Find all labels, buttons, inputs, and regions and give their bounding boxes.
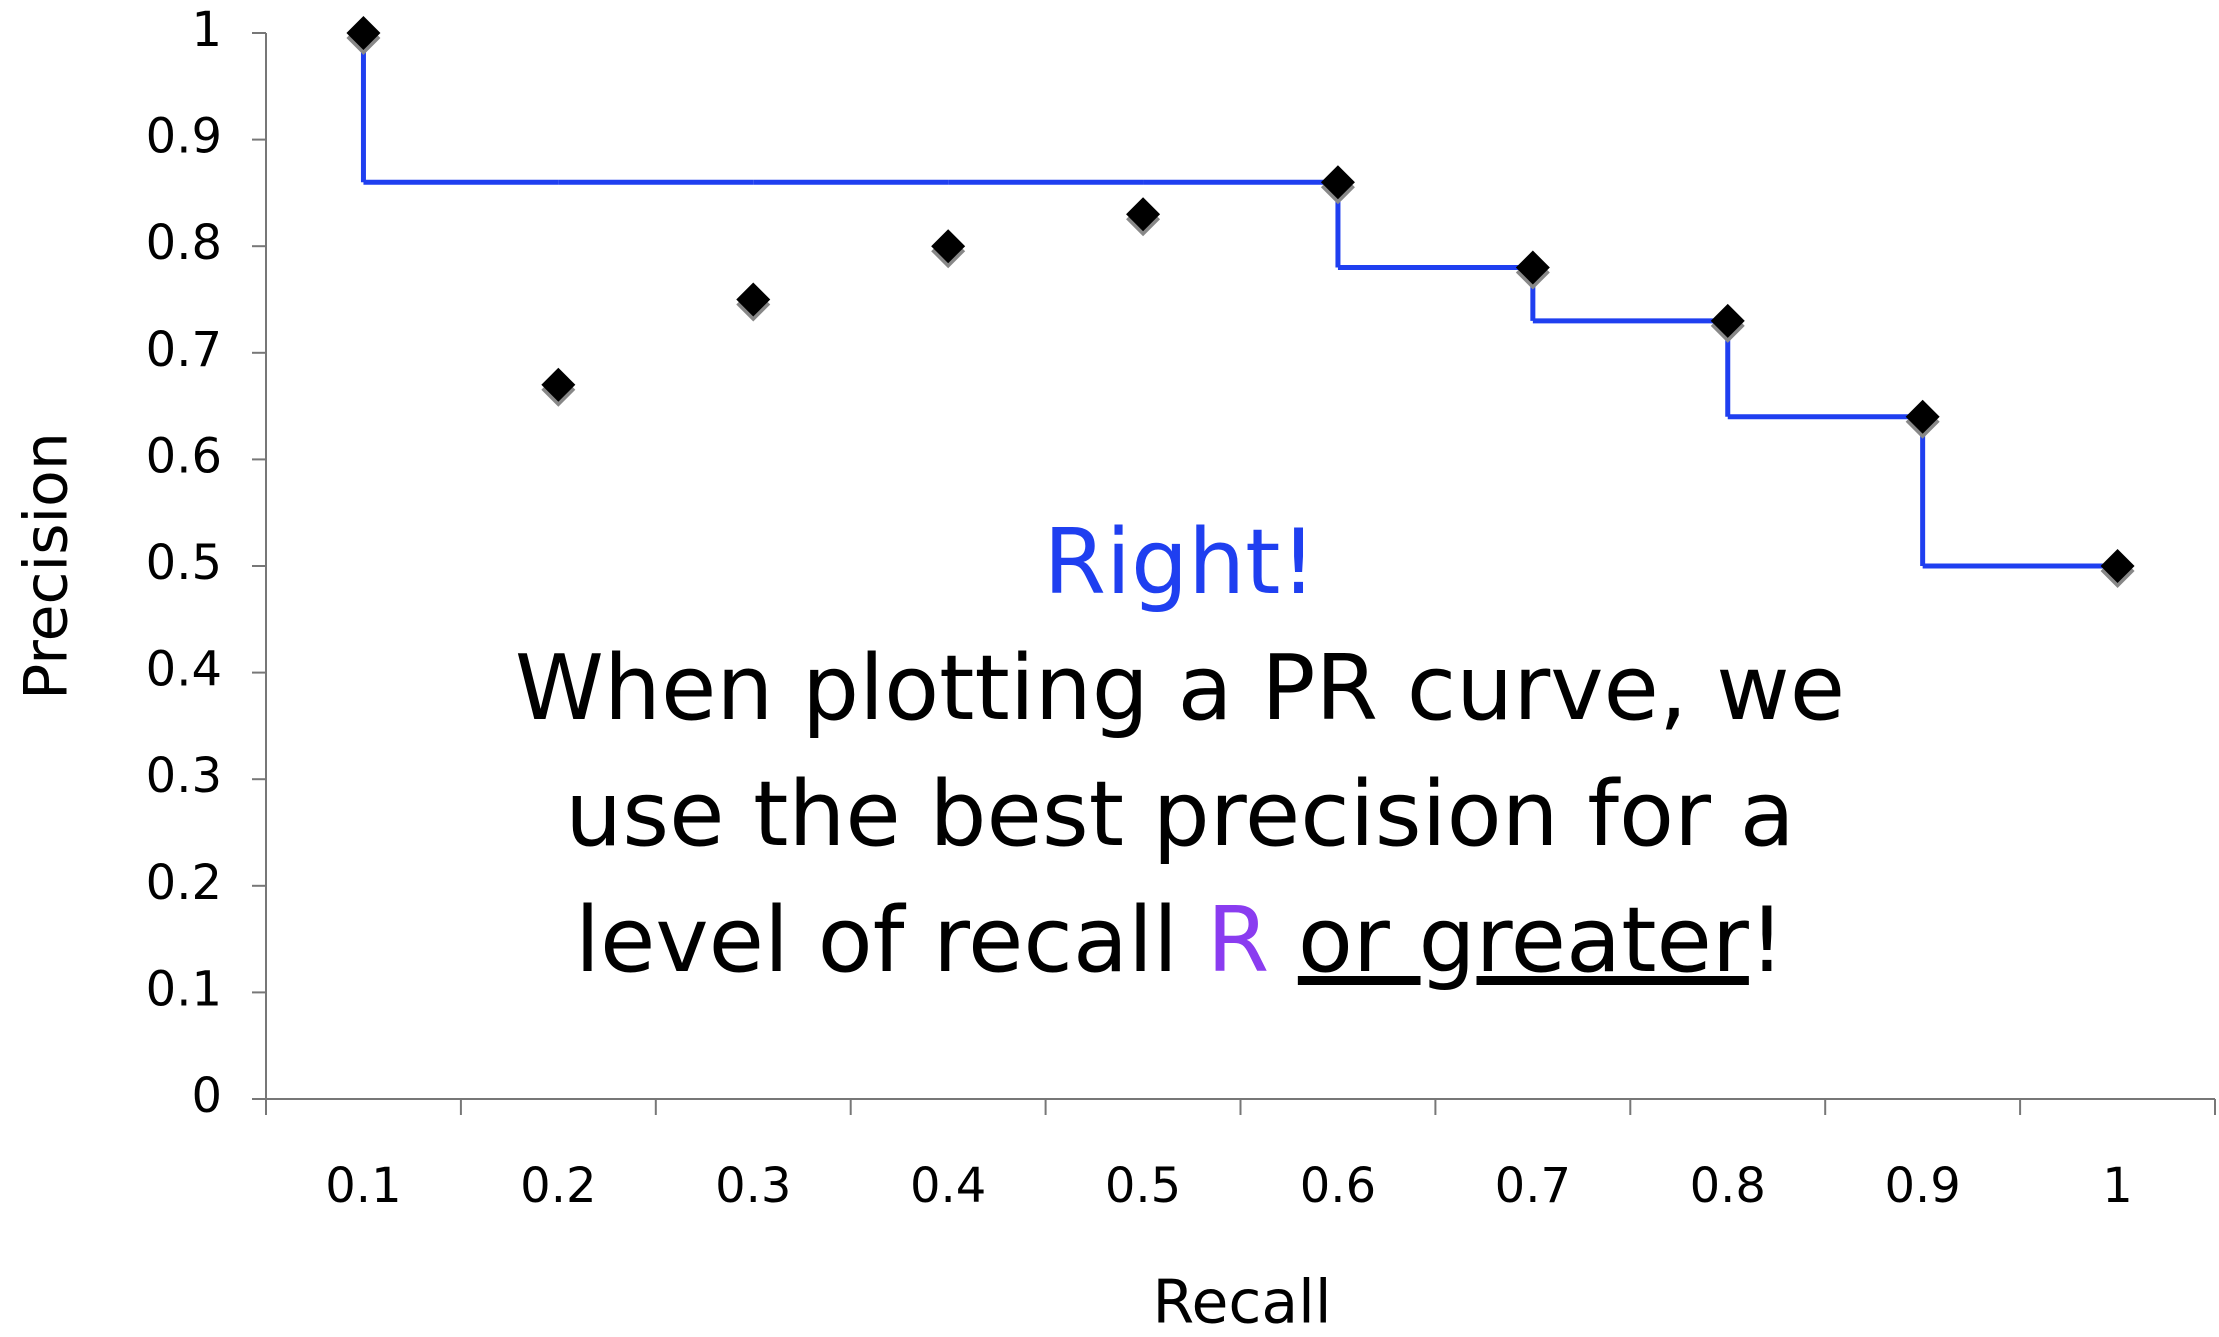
x-tick-label: 0.9	[1884, 1158, 1960, 1214]
y-axis-title: Precision	[12, 432, 82, 700]
annotation-text: level of recall	[575, 888, 1179, 993]
y-tick-label: 0.1	[146, 961, 222, 1017]
marker	[2100, 549, 2135, 583]
marker	[1710, 303, 1745, 338]
x-tick-label: 0.1	[325, 1158, 401, 1214]
annotation-line: level of recall R or greater!	[380, 878, 1980, 1004]
x-tick-label: 0.2	[520, 1158, 596, 1214]
x-tick-label: 0.3	[715, 1158, 791, 1214]
x-tick-label: 0.7	[1495, 1158, 1571, 1214]
y-tick-label: 0.6	[146, 428, 222, 484]
marker	[346, 16, 381, 50]
marker	[1905, 399, 1940, 434]
annotation: Right! When plotting a PR curve, we use …	[380, 500, 1980, 1004]
y-tick-label: 0.9	[146, 109, 222, 165]
y-tick-label: 0.5	[146, 535, 222, 591]
x-tick-label: 0.4	[910, 1158, 986, 1214]
y-tick-label: 0.3	[146, 748, 222, 804]
x-tick-label: 0.8	[1690, 1158, 1766, 1214]
y-tick-label: 1	[191, 2, 222, 58]
y-tick-label: 0.4	[146, 642, 222, 698]
marker	[1126, 197, 1161, 232]
x-tick-label: 0.6	[1300, 1158, 1376, 1214]
marker	[1515, 250, 1550, 285]
y-tick-label: 0.2	[146, 855, 222, 911]
x-tick-label: 1	[2102, 1158, 2133, 1214]
y-tick-label: 0.7	[146, 322, 222, 378]
marker	[736, 282, 771, 317]
marker	[931, 229, 966, 264]
marker	[541, 367, 576, 402]
annotation-headline: Right!	[1043, 510, 1317, 615]
annotation-highlight: R	[1206, 888, 1270, 993]
annotation-text: !	[1748, 888, 1785, 993]
annotation-line: When plotting a PR curve, we	[514, 636, 1846, 741]
annotation-underlined: or greater	[1297, 888, 1749, 993]
y-tick-label: 0	[191, 1068, 222, 1124]
x-tick-label: 0.5	[1105, 1158, 1181, 1214]
annotation-line: use the best precision for a	[565, 762, 1795, 867]
y-tick-label: 0.8	[146, 215, 222, 271]
marker	[1320, 165, 1355, 200]
x-axis-title: Recall	[1152, 1268, 1331, 1337]
